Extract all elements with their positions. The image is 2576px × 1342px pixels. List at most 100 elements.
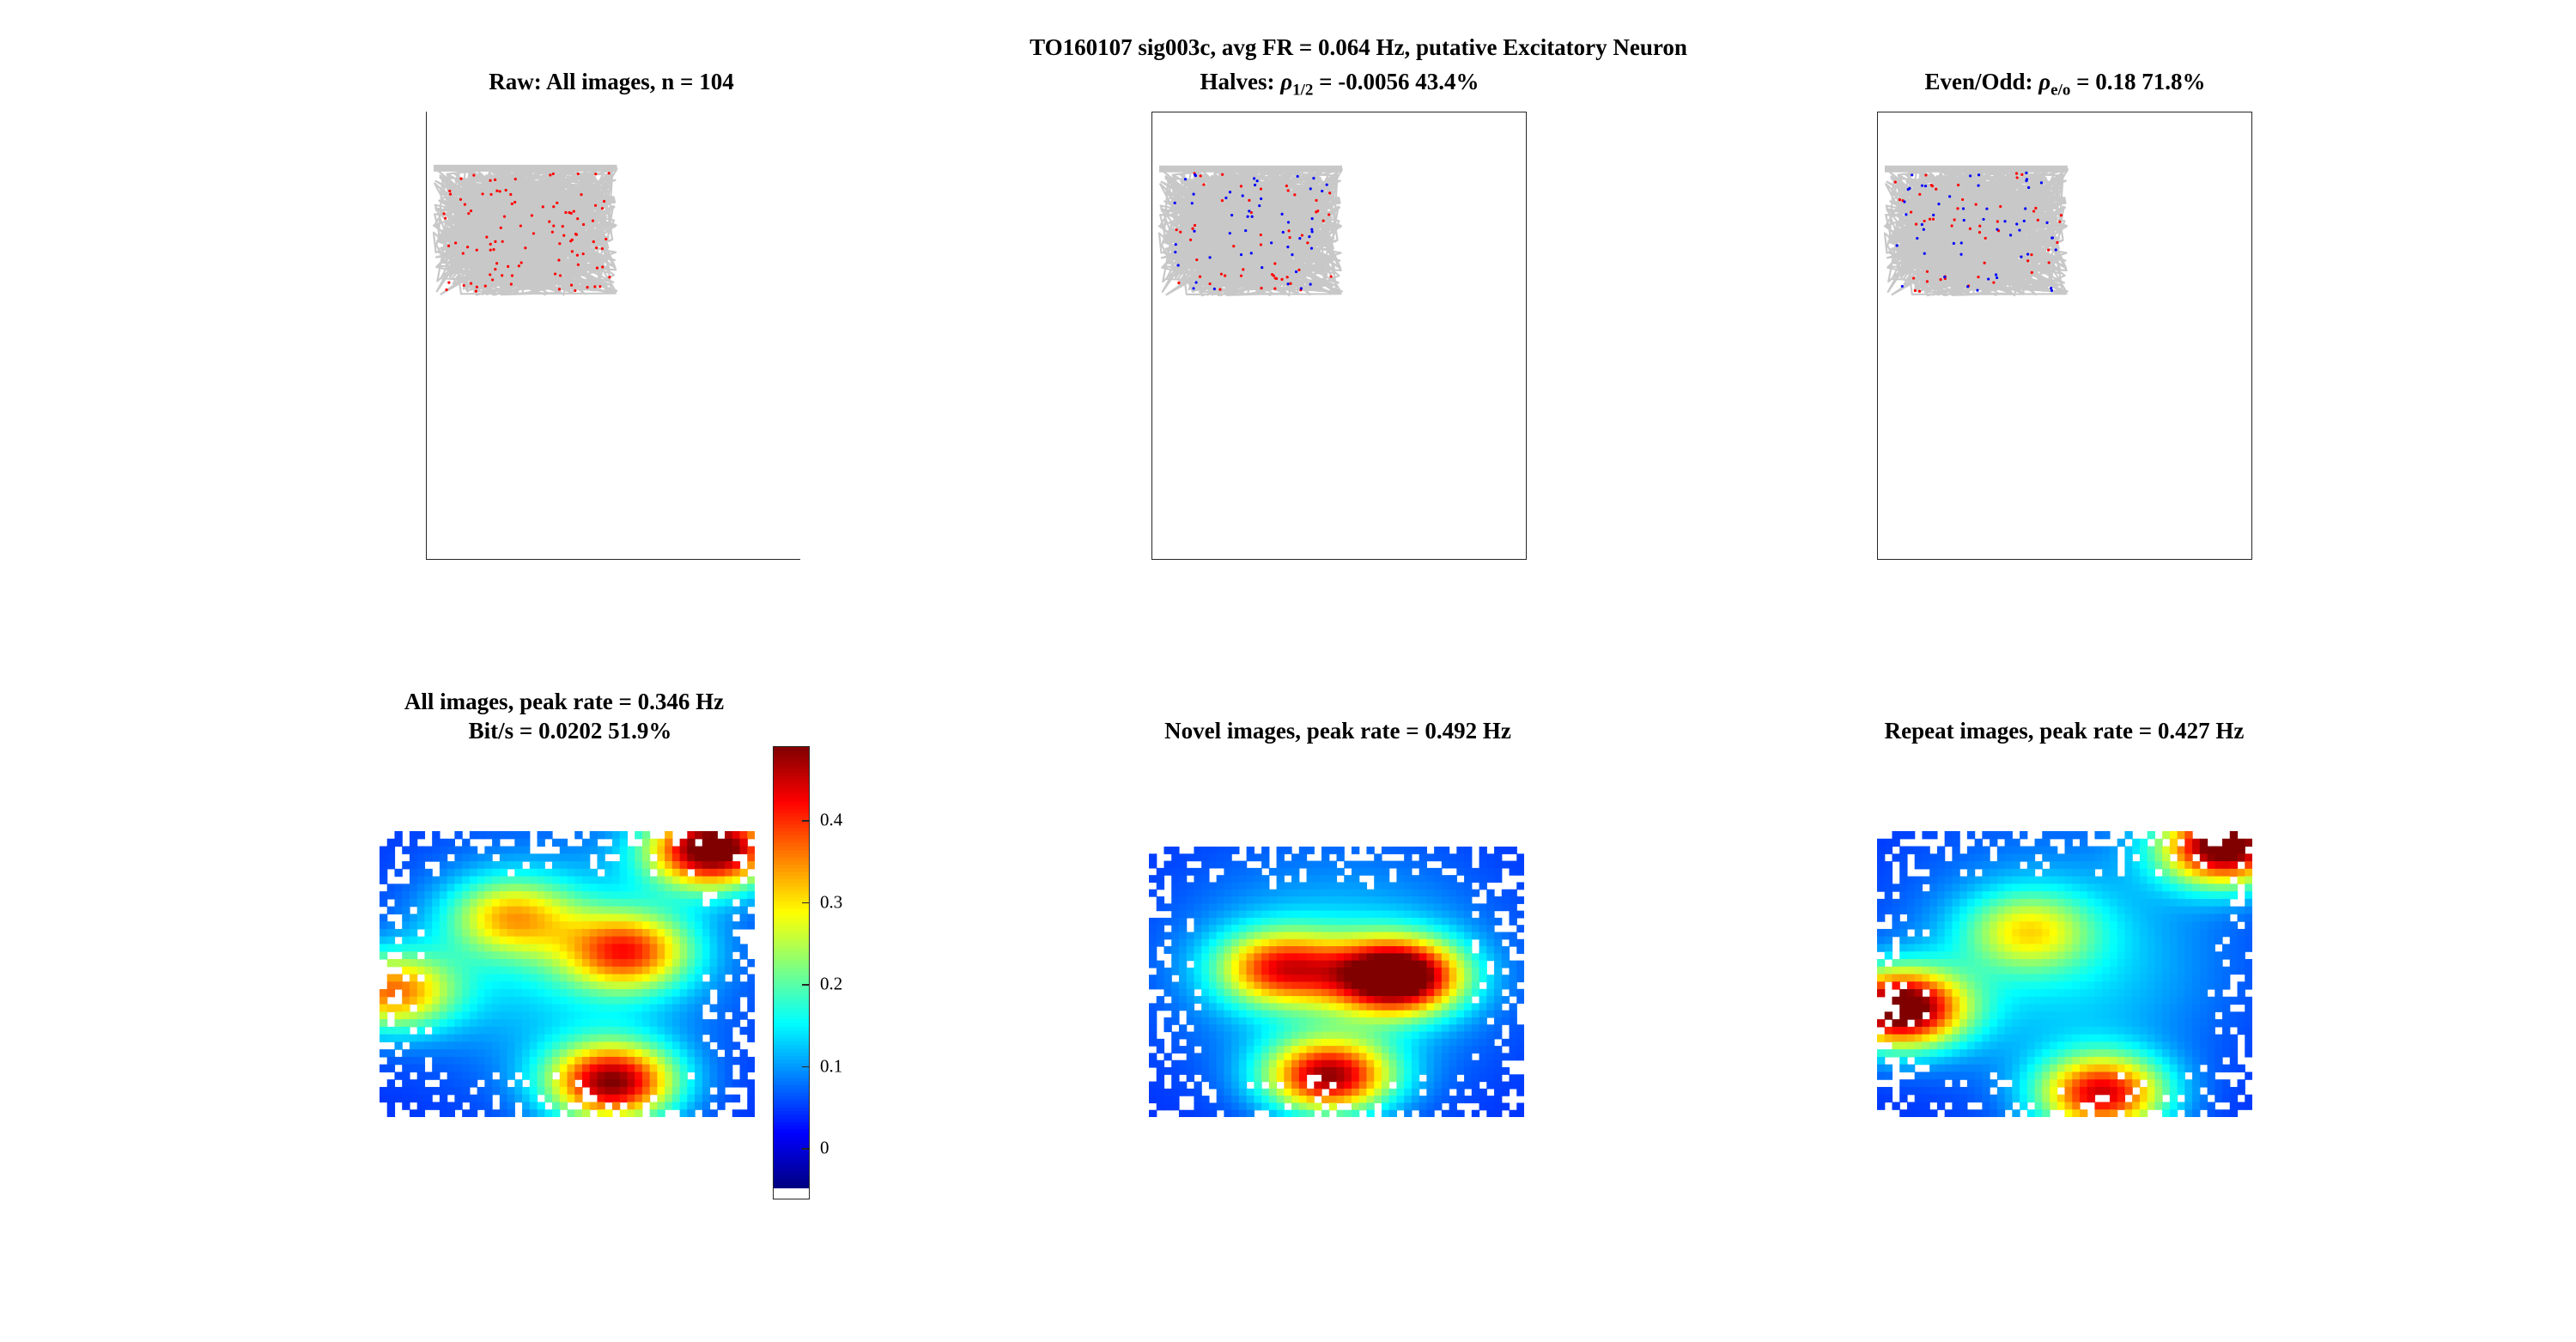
- heatmap-cell: [477, 914, 485, 922]
- heatmap-cell: [386, 838, 396, 847]
- heatmap-cell: [1996, 951, 2006, 960]
- heatmap-cell: [1494, 981, 1503, 990]
- heatmap-cell: [2004, 831, 2013, 840]
- heatmap-cell: [1328, 996, 1338, 1004]
- heatmap-cell: [2072, 906, 2081, 914]
- heatmap-cell: [2199, 846, 2208, 854]
- heatmap-cell: [1254, 960, 1262, 969]
- heatmap-cell: [1291, 1081, 1300, 1090]
- heatmap-cell: [1238, 1060, 1248, 1068]
- spike-point: [444, 216, 447, 220]
- heatmap-cell: [2169, 989, 2178, 998]
- heatmap-cell: [1374, 903, 1382, 912]
- heatmap-cell: [1974, 936, 1983, 945]
- heatmap-cell: [1411, 917, 1420, 926]
- heatmap-cell: [2132, 846, 2141, 854]
- heatmap-cell: [1449, 1074, 1457, 1083]
- heatmap-cell: [1163, 903, 1172, 912]
- heatmap-cell: [462, 1056, 471, 1066]
- heatmap-cell: [1284, 903, 1292, 912]
- heatmap-cell: [1449, 946, 1457, 954]
- heatmap-cell: [1194, 847, 1202, 854]
- heatmap-cell: [589, 1079, 598, 1088]
- heatmap-cell: [2124, 846, 2133, 854]
- heatmap-cell: [1464, 917, 1473, 926]
- heatmap-cell: [717, 1102, 726, 1110]
- heatmap-cell: [1306, 1031, 1315, 1040]
- heatmap-cell: [544, 966, 553, 975]
- heatmap-cell: [2132, 1041, 2141, 1050]
- heatmap-cell: [522, 1004, 531, 1012]
- heatmap-cell: [1404, 1010, 1413, 1018]
- heatmap-cell: [1884, 898, 1893, 908]
- heatmap-cell: [1396, 1088, 1405, 1096]
- spike-point: [1177, 281, 1181, 284]
- spike-point: [1228, 232, 1231, 235]
- heatmap-cell: [2064, 951, 2073, 960]
- heatmap-cell: [1321, 1031, 1330, 1040]
- spike-point: [465, 246, 470, 249]
- heatmap-cell: [2050, 831, 2058, 840]
- heatmap-cell: [1291, 1031, 1300, 1040]
- heatmap-cell: [679, 981, 688, 990]
- heatmap-cell: [1486, 1046, 1495, 1054]
- heatmap-cell: [1351, 967, 1360, 975]
- heatmap-cell: [1404, 896, 1413, 904]
- heatmap-cell: [1351, 875, 1360, 884]
- heatmap-cell: [1892, 996, 1900, 1005]
- heatmap-cell: [1291, 882, 1300, 890]
- heatmap-cell: [522, 1064, 531, 1073]
- heatmap-cell: [552, 951, 561, 960]
- heatmap-cell: [1922, 906, 1930, 914]
- heatmap-cell: [2109, 944, 2118, 952]
- heatmap-cell: [1449, 917, 1457, 926]
- heatmap-cell: [409, 861, 418, 870]
- heatmap-cell: [1224, 953, 1232, 962]
- heatmap-cell: [462, 928, 471, 938]
- heatmap-cell: [2169, 966, 2178, 975]
- heatmap-cell: [1194, 1031, 1202, 1040]
- heatmap-cell: [2012, 996, 2020, 1005]
- heatmap-cell: [2162, 831, 2171, 840]
- heatmap-cell: [1501, 975, 1510, 983]
- heatmap-cell: [544, 1011, 553, 1020]
- heatmap-cell: [665, 914, 673, 922]
- heatmap-cell: [1238, 1074, 1248, 1083]
- heatmap-cell: [1914, 853, 1923, 862]
- heatmap-cell: [1284, 1066, 1292, 1075]
- heatmap-cell: [2207, 974, 2215, 982]
- heatmap-cell: [499, 898, 508, 908]
- heatmap-cell: [1944, 1011, 1953, 1020]
- heatmap-cell: [1501, 1010, 1510, 1018]
- heatmap-cell: [424, 936, 433, 945]
- heatmap-cell: [484, 831, 493, 840]
- heatmap-cell: [2162, 928, 2171, 938]
- heatmap-cell: [462, 1041, 471, 1050]
- heatmap-cell: [552, 936, 561, 945]
- heatmap-cell: [492, 898, 501, 908]
- heatmap-cell: [552, 906, 561, 914]
- heatmap-cell: [432, 981, 440, 990]
- heatmap-cell: [2026, 928, 2036, 938]
- heatmap-cell: [447, 1011, 455, 1020]
- heatmap-cell: [635, 1094, 643, 1103]
- heatmap-cell: [2079, 838, 2088, 847]
- heatmap-cell: [1344, 896, 1352, 904]
- heatmap-cell: [1404, 1109, 1413, 1117]
- heatmap-cell: [2215, 906, 2223, 914]
- heatmap-cell: [1936, 898, 1946, 908]
- heatmap-cell: [1929, 876, 1938, 884]
- heatmap-cell: [1208, 910, 1218, 919]
- heatmap-cell: [1381, 847, 1390, 854]
- heatmap-cell: [1336, 932, 1345, 940]
- heatmap-cell: [1328, 1102, 1338, 1111]
- heatmap-cell: [1388, 1109, 1398, 1117]
- spike-point: [1286, 221, 1291, 224]
- heatmap-cell: [1298, 1109, 1308, 1117]
- heatmap-cell: [611, 846, 621, 854]
- heatmap-cell: [2215, 861, 2223, 870]
- heatmap-cell: [1284, 967, 1292, 975]
- heatmap-cell: [1494, 938, 1503, 947]
- heatmap-cell: [665, 936, 673, 945]
- heatmap-cell: [380, 1086, 388, 1096]
